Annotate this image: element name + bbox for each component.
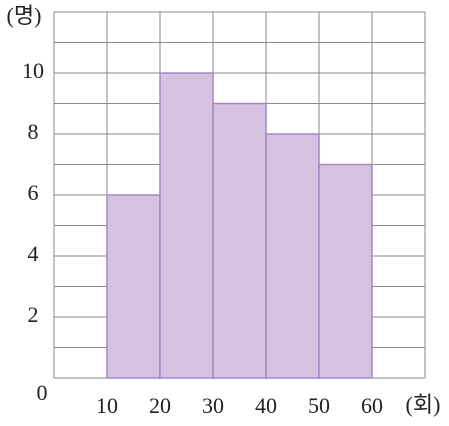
bar — [265, 133, 320, 379]
bar — [106, 194, 161, 379]
bar — [318, 163, 373, 379]
y-tick-label: 4 — [28, 241, 39, 266]
x-tick-label: 40 — [255, 393, 277, 418]
bar — [159, 72, 214, 379]
bar — [212, 102, 267, 379]
x-tick-label: 10 — [96, 393, 118, 418]
y-tick-label: 10 — [22, 58, 44, 83]
x-tick-label: 30 — [202, 393, 224, 418]
y-tick-label: 8 — [28, 119, 39, 144]
y-tick-label: 2 — [28, 302, 39, 327]
x-axis-label: (회) — [406, 392, 441, 417]
y-axis-label: (명) — [7, 3, 42, 28]
y-tick-label: 6 — [28, 180, 39, 205]
x-tick-label: 60 — [361, 393, 383, 418]
x-tick-label: 20 — [149, 393, 171, 418]
y-tick-label: 0 — [37, 380, 48, 405]
x-tick-label: 50 — [308, 393, 330, 418]
